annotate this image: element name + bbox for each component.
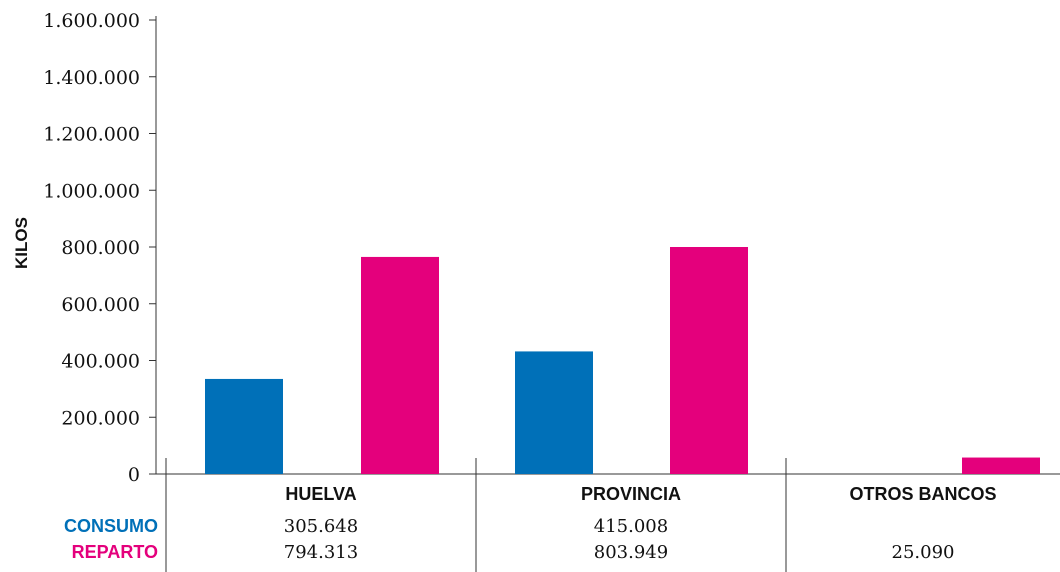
- bars: [205, 247, 1040, 474]
- y-tick-label: 600.000: [61, 294, 140, 316]
- y-tick-label: 200.000: [61, 407, 140, 429]
- y-tick-label: 1.000.000: [43, 180, 140, 202]
- category-label: HUELVA: [285, 484, 356, 504]
- legend-consumo: CONSUMO: [64, 516, 158, 536]
- y-tick-label: 1.200.000: [43, 124, 140, 146]
- legend-reparto: REPARTO: [72, 542, 158, 562]
- table-value-consumo: 415.008: [594, 516, 668, 537]
- table-value-reparto: 803.949: [594, 542, 668, 563]
- y-axis: [155, 16, 1060, 475]
- bar-reparto: [962, 457, 1040, 474]
- y-ticks: 0 200.000 400.000 600.000 800.000 1.000.000 1.…: [43, 10, 156, 486]
- y-tick-label: 400.000: [61, 351, 140, 373]
- bar-consumo: [515, 351, 593, 474]
- table-value-consumo: 305.648: [284, 516, 358, 537]
- y-tick-label: 0: [128, 464, 140, 486]
- table-value-reparto: 794.313: [284, 542, 358, 563]
- data-table: HUELVA 305.648 794.313 PROVINCIA 415.008 803.…: [64, 458, 997, 572]
- table-value-reparto: 25.090: [892, 542, 955, 563]
- bar-consumo: [205, 378, 283, 474]
- category-label: OTROS BANCOS: [849, 484, 996, 504]
- y-axis-title: KILOS: [12, 217, 31, 269]
- bar-reparto: [361, 256, 439, 474]
- y-tick-label: 1.400.000: [43, 67, 140, 89]
- bar-reparto: [670, 247, 748, 474]
- category-label: PROVINCIA: [581, 484, 681, 504]
- y-tick-label: 800.000: [61, 237, 140, 259]
- y-tick-label: 1.600.000: [43, 10, 140, 32]
